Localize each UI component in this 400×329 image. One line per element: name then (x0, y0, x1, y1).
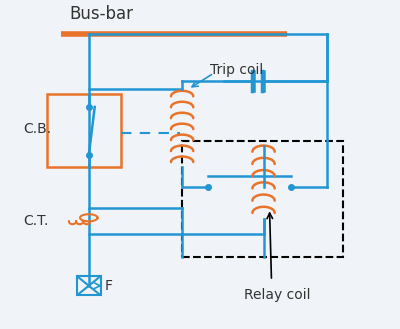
Bar (77, 276, 101, 295)
Text: Bus-bar: Bus-bar (69, 5, 133, 23)
Text: C.B.: C.B. (23, 122, 51, 137)
Text: Relay coil: Relay coil (244, 289, 310, 302)
Text: C.T.: C.T. (23, 214, 49, 228)
Text: Trip coil: Trip coil (210, 63, 263, 77)
Bar (47, 94, 120, 166)
Text: F: F (105, 279, 113, 293)
Bar (182, 141, 343, 257)
